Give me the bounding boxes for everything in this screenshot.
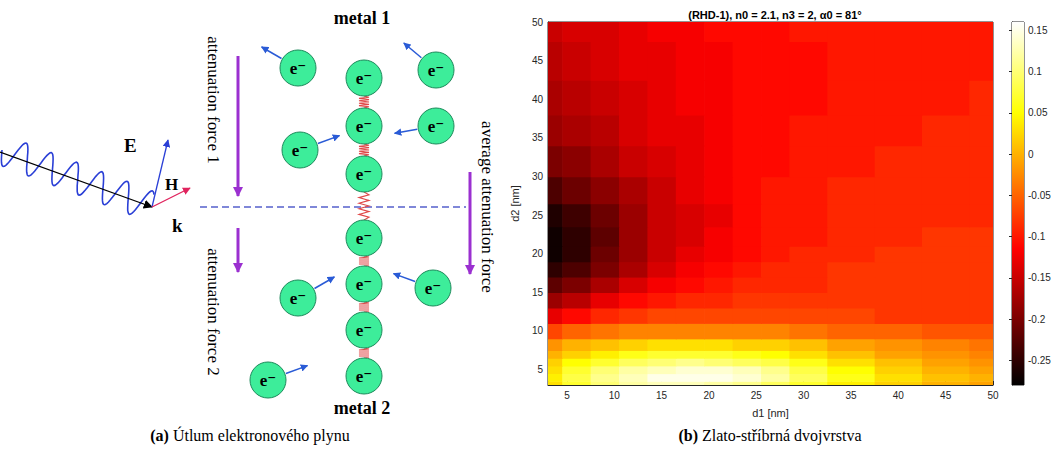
svg-text:50: 50 [987,390,999,401]
svg-text:5: 5 [564,390,570,401]
svg-text:10: 10 [609,390,621,401]
svg-text:0.15: 0.15 [1028,25,1048,36]
svg-text:e⁻: e⁻ [425,279,442,298]
svg-text:attenuation force 2: attenuation force 2 [204,248,223,375]
svg-text:25: 25 [751,390,763,401]
svg-text:30: 30 [798,390,810,401]
svg-text:5: 5 [537,364,543,375]
svg-text:d2 [nm]: d2 [nm] [509,185,521,222]
svg-text:45: 45 [532,55,544,66]
svg-text:0.05: 0.05 [1028,107,1048,118]
svg-text:25: 25 [532,210,544,221]
svg-text:15: 15 [656,390,668,401]
svg-text:metal 1: metal 1 [334,8,390,28]
svg-text:-0.1: -0.1 [1028,231,1046,242]
svg-text:e⁻: e⁻ [428,61,445,80]
svg-text:attenuation force 1: attenuation force 1 [204,36,223,163]
svg-text:e⁻: e⁻ [356,275,373,294]
svg-text:e⁻: e⁻ [356,367,373,386]
svg-text:H: H [165,175,178,194]
svg-text:E: E [124,135,137,156]
html-text:(a) Útlum elektronového plynu: (a) Útlum elektronového plynu [150,427,350,444]
svg-text:e⁻: e⁻ [356,165,373,184]
svg-text:0: 0 [1028,149,1034,160]
svg-text:30: 30 [532,171,544,182]
svg-text:metal 2: metal 2 [334,398,390,418]
svg-text:e⁻: e⁻ [290,289,307,308]
svg-text:e⁻: e⁻ [356,69,373,88]
svg-text:(RHD-1), n0 = 2.1, n3 = 2, α0: (RHD-1), n0 = 2.1, n3 = 2, α0 = 81° [688,9,861,21]
svg-text:15: 15 [532,287,544,298]
svg-text:e⁻: e⁻ [292,141,309,160]
svg-text:0.1: 0.1 [1028,66,1042,77]
svg-text:10: 10 [532,325,544,336]
svg-text:45: 45 [940,390,952,401]
svg-text:e⁻: e⁻ [356,229,373,248]
svg-text:50: 50 [532,17,544,28]
svg-text:e⁻: e⁻ [356,117,373,136]
svg-text:20: 20 [532,248,544,259]
svg-text:35: 35 [845,390,857,401]
svg-text:40: 40 [532,94,544,105]
svg-text:average attenuation force: average attenuation force [478,121,497,293]
svg-text:-0.25: -0.25 [1028,355,1051,366]
svg-text:35: 35 [532,132,544,143]
svg-text:e⁻: e⁻ [260,371,277,390]
svg-text:k: k [172,215,183,236]
svg-text:e⁻: e⁻ [290,59,307,78]
svg-text:e⁻: e⁻ [428,117,445,136]
svg-text:-0.2: -0.2 [1028,314,1046,325]
html-text:(b) Zlato-stříbrná dvojvrstva: (b) Zlato-stříbrná dvojvrstva [678,427,862,444]
svg-text:-0.15: -0.15 [1028,272,1051,283]
svg-text:-0.05: -0.05 [1028,190,1051,201]
svg-text:e⁻: e⁻ [356,321,373,340]
svg-text:40: 40 [893,390,905,401]
svg-text:20: 20 [703,390,715,401]
svg-text:d1 [nm]: d1 [nm] [752,407,789,419]
